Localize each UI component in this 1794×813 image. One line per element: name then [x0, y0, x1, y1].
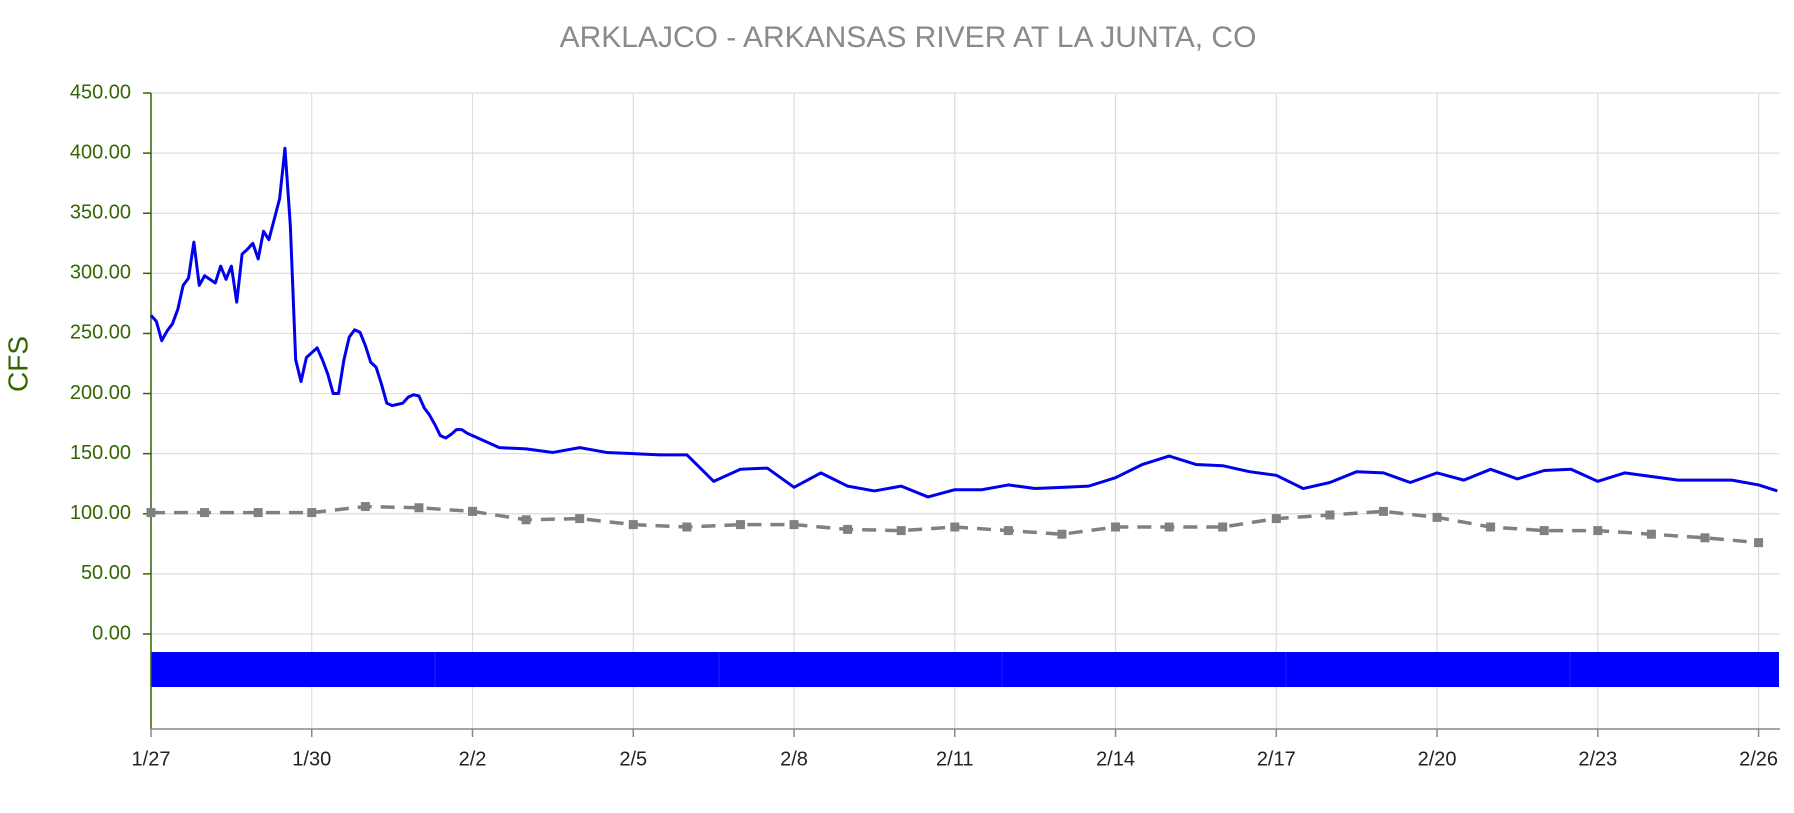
- grid: [150, 92, 1780, 729]
- point-marker: [896, 526, 906, 536]
- y-tick-label: 400.00: [70, 141, 131, 163]
- point-marker: [1754, 538, 1764, 548]
- point-marker: [307, 508, 317, 518]
- y-tick-label: 150.00: [70, 442, 131, 464]
- y-tick-label: 200.00: [70, 382, 131, 404]
- point-marker: [682, 522, 692, 532]
- point-marker: [468, 506, 478, 516]
- point-marker: [1593, 526, 1603, 536]
- point-marker: [950, 522, 960, 532]
- point-marker: [575, 514, 585, 524]
- point-marker: [1432, 512, 1442, 522]
- x-tick-label: 2/23: [1578, 748, 1617, 770]
- point-marker: [200, 508, 210, 518]
- y-axis-label: CFS: [2, 336, 33, 392]
- point-marker: [628, 520, 638, 530]
- point-marker: [521, 515, 531, 525]
- y-tick-label: 300.00: [70, 262, 131, 284]
- point-marker: [1218, 522, 1228, 532]
- y-tick-label: 50.00: [81, 562, 131, 584]
- x-tick-label: 1/27: [132, 748, 171, 770]
- status-bar: [151, 652, 1779, 687]
- x-tick-label: 2/5: [619, 748, 647, 770]
- y-tick-label: 0.00: [92, 622, 131, 644]
- point-marker: [735, 520, 745, 530]
- point-marker: [843, 524, 853, 534]
- point-marker: [414, 503, 424, 513]
- point-marker: [1700, 533, 1710, 543]
- point-marker: [146, 508, 156, 518]
- point-marker: [1378, 506, 1388, 516]
- status-band: [151, 652, 1779, 687]
- chart-title: ARKLAJCO - ARKANSAS RIVER AT LA JUNTA, C…: [560, 21, 1257, 54]
- x-tick-label: 2/14: [1096, 748, 1135, 770]
- x-tick-label: 2/8: [780, 748, 808, 770]
- point-marker: [1164, 522, 1174, 532]
- point-marker: [1539, 526, 1549, 536]
- x-tick-label: 2/26: [1739, 748, 1778, 770]
- x-tick-label: 2/11: [936, 748, 973, 770]
- point-marker: [789, 520, 799, 530]
- point-marker: [1057, 529, 1067, 539]
- y-tick-label: 100.00: [70, 502, 131, 524]
- x-tick-label: 2/20: [1418, 748, 1457, 770]
- y-tick-label: 450.00: [70, 81, 131, 103]
- point-marker: [1003, 526, 1013, 536]
- x-tick-label: 2/2: [459, 748, 487, 770]
- x-tick-label: 2/17: [1257, 748, 1296, 770]
- x-tick-label: 1/30: [292, 748, 331, 770]
- series-line: [149, 146, 1778, 499]
- point-marker: [1111, 522, 1121, 532]
- point-marker: [360, 502, 370, 512]
- point-marker: [1486, 522, 1496, 532]
- point-marker: [1271, 514, 1281, 524]
- y-tick-label: 250.00: [70, 322, 131, 344]
- point-marker: [253, 508, 263, 518]
- point-marker: [1325, 510, 1335, 520]
- point-marker: [1646, 529, 1656, 539]
- y-tick-label: 350.00: [70, 202, 131, 224]
